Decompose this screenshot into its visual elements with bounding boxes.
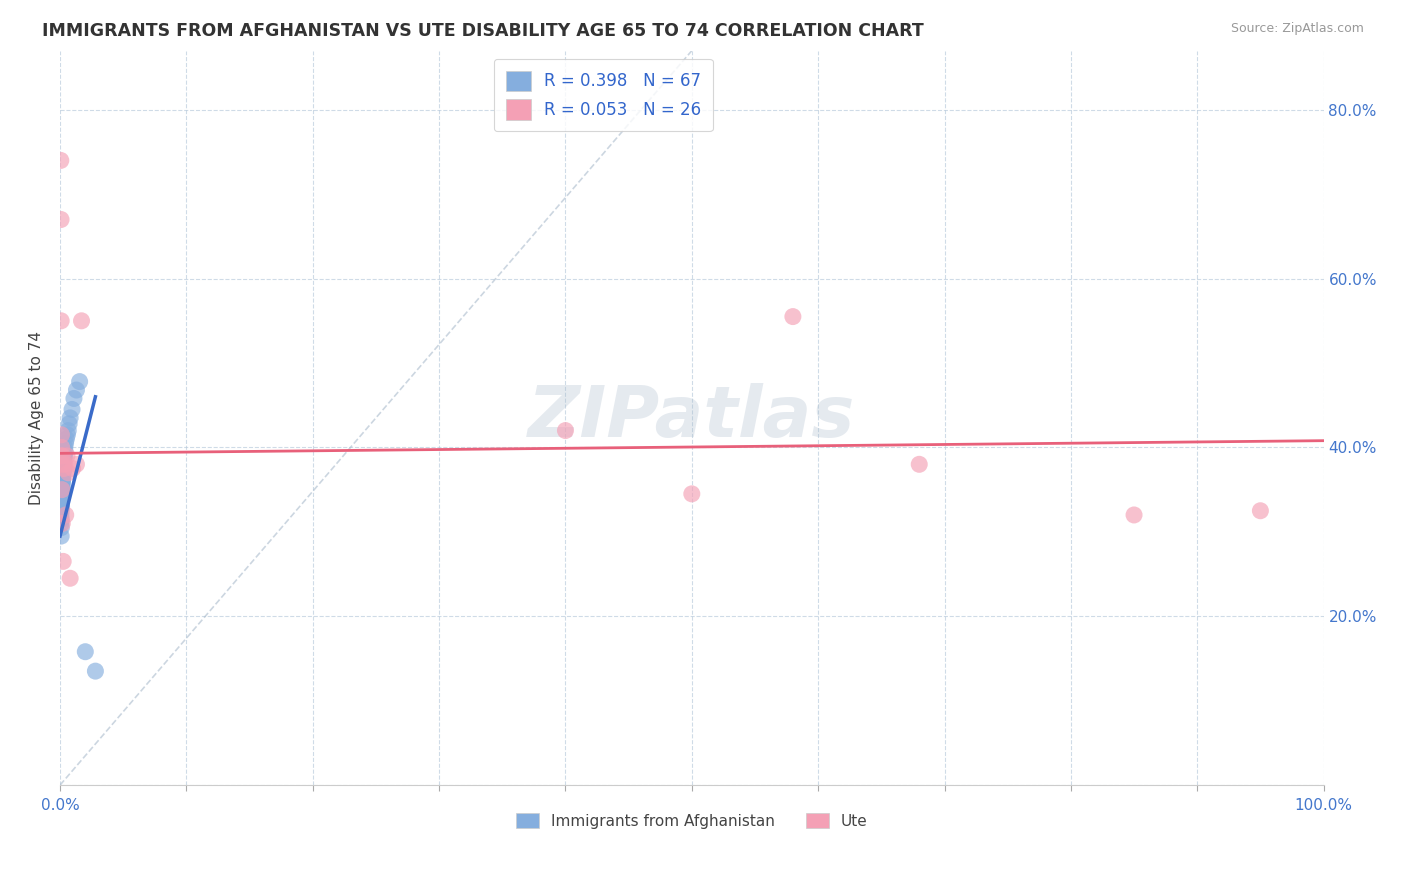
Point [52, 554, 75, 568]
Point [55, 436, 77, 450]
Point [51, 463, 73, 477]
Point [51, 460, 73, 475]
Point [51, 478, 73, 492]
Point [51, 478, 73, 492]
Point [51, 500, 73, 514]
Point [52, 458, 75, 472]
Text: IMMIGRANTS FROM AFGHANISTAN VS UTE DISABILITY AGE 65 TO 74 CORRELATION CHART: IMMIGRANTS FROM AFGHANISTAN VS UTE DISAB… [42, 22, 924, 40]
Point [908, 458, 931, 472]
Point [51, 475, 73, 490]
Point [52, 461, 75, 475]
Point [58, 424, 80, 438]
Point [53, 450, 76, 465]
Point [51, 491, 73, 505]
Point [51, 529, 73, 543]
Point [52, 464, 75, 478]
Point [51, 458, 73, 472]
Point [51, 483, 73, 497]
Point [59, 571, 82, 585]
Point [51, 512, 73, 526]
Point [51, 495, 73, 509]
Point [51, 456, 73, 470]
Point [51, 500, 73, 514]
Point [51, 473, 73, 487]
Point [51, 458, 73, 473]
Point [51, 491, 73, 505]
Point [51, 427, 73, 442]
Point [56, 427, 79, 442]
Point [681, 487, 703, 501]
Point [1249, 504, 1271, 518]
Point [51, 474, 73, 488]
Point [51, 470, 73, 484]
Point [51, 466, 73, 480]
Point [49, 508, 72, 522]
Point [51, 481, 73, 495]
Point [65, 458, 87, 472]
Point [51, 487, 73, 501]
Point [51, 484, 73, 499]
Point [51, 450, 73, 465]
Y-axis label: Disability Age 65 to 74: Disability Age 65 to 74 [30, 331, 44, 505]
Point [49, 212, 72, 227]
Point [51, 521, 73, 535]
Point [51, 487, 73, 501]
Point [52, 453, 75, 467]
Point [51, 458, 73, 473]
Point [49, 516, 72, 531]
Point [65, 383, 87, 397]
Point [51, 516, 73, 531]
Point [51, 504, 73, 518]
Point [554, 424, 576, 438]
Point [52, 461, 75, 475]
Point [51, 314, 73, 328]
Point [51, 483, 73, 497]
Point [55, 432, 77, 446]
Point [51, 449, 73, 463]
Point [51, 475, 73, 490]
Point [56, 449, 79, 463]
Point [51, 458, 73, 472]
Point [53, 444, 76, 458]
Point [55, 508, 77, 522]
Point [782, 310, 804, 324]
Point [58, 417, 80, 431]
Point [51, 467, 73, 482]
Point [51, 449, 73, 463]
Point [51, 473, 73, 487]
Point [69, 375, 91, 389]
Point [60, 402, 83, 417]
Point [51, 483, 73, 497]
Point [70, 314, 93, 328]
Point [51, 466, 73, 480]
Point [53, 449, 76, 463]
Point [51, 470, 73, 484]
Point [1123, 508, 1146, 522]
Text: ZIPatlas: ZIPatlas [529, 384, 855, 452]
Point [53, 458, 76, 472]
Point [58, 466, 80, 480]
Point [53, 441, 76, 455]
Point [51, 474, 73, 488]
Point [51, 441, 73, 455]
Point [51, 462, 73, 476]
Point [59, 410, 82, 425]
Point [52, 467, 75, 482]
Point [51, 478, 73, 492]
Point [51, 464, 73, 478]
Text: Source: ZipAtlas.com: Source: ZipAtlas.com [1230, 22, 1364, 36]
Point [63, 392, 86, 406]
Point [51, 467, 73, 482]
Point [51, 454, 73, 468]
Point [62, 461, 84, 475]
Point [51, 453, 73, 467]
Point [52, 461, 75, 475]
Point [75, 645, 97, 659]
Point [51, 475, 73, 490]
Point [52, 470, 75, 484]
Point [84, 664, 107, 678]
Legend: Immigrants from Afghanistan, Ute: Immigrants from Afghanistan, Ute [509, 805, 875, 836]
Point [49, 153, 72, 168]
